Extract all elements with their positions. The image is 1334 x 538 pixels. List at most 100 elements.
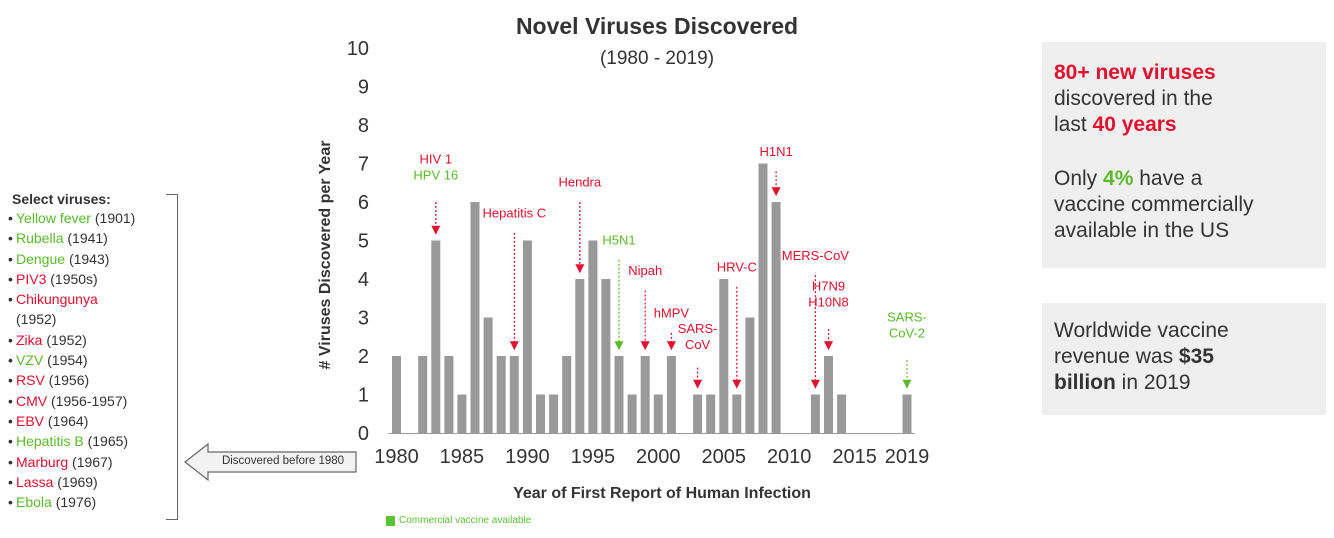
- virus-name: Zika: [16, 331, 43, 348]
- bar: [810, 394, 820, 433]
- bullet-icon: •: [8, 433, 13, 450]
- bullet-icon: •: [8, 392, 13, 409]
- new-viruses-line3-prefix: last: [1054, 113, 1087, 136]
- y-tick-label: 10: [347, 38, 369, 60]
- bar: [693, 394, 703, 433]
- bar: [549, 394, 559, 433]
- virus-name: VZV: [16, 352, 44, 369]
- bar: [496, 356, 506, 433]
- chart-subtitle: (1980 - 2019): [600, 48, 714, 69]
- virus-list-item: • Chikungunya (1952): [8, 289, 188, 330]
- annotation-label: CoV: [685, 337, 711, 352]
- bar: [470, 202, 480, 433]
- new-viruses-text: 80+ new viruses discovered in the last 4…: [1054, 60, 1324, 138]
- annotation-label: HPV 16: [413, 168, 458, 183]
- annotation-label: H1N1: [759, 144, 792, 159]
- annotation-label: SARS-: [887, 309, 927, 324]
- bar: [418, 356, 428, 433]
- virus-name: Yellow fever: [16, 210, 91, 226]
- x-tick-label: 2019: [885, 446, 930, 468]
- virus-year: (1952): [16, 311, 57, 328]
- virus-name: EBV: [16, 412, 45, 429]
- y-tick-label: 1: [358, 385, 369, 407]
- virus-list-item: • PIV3 (1950s): [8, 269, 188, 289]
- bullet-icon: •: [8, 270, 13, 287]
- bullet-icon: •: [8, 473, 13, 490]
- chart-title: Novel Viruses Discovered: [516, 13, 798, 39]
- bullet-icon: •: [8, 372, 13, 389]
- arrow-down-icon: [824, 341, 833, 351]
- annotation-label: HIV 1: [420, 152, 453, 167]
- annotation-label: HRV-C: [717, 259, 757, 274]
- bar: [732, 394, 742, 433]
- virus-name: Chikungunya: [16, 291, 98, 308]
- annotation-label: hMPV: [654, 306, 690, 321]
- annotation-label: H10N8: [808, 295, 848, 310]
- virus-list-item: • Lassa (1969): [8, 472, 188, 492]
- vaccine-revenue-line1: Worldwide vaccine: [1054, 319, 1229, 342]
- annotation-label: Hendra: [558, 175, 601, 190]
- virus-name: Rubella: [16, 230, 64, 247]
- virus-name: Ebola: [16, 494, 52, 511]
- bar: [575, 279, 585, 433]
- virus-name: RSV: [16, 372, 45, 389]
- bar: [601, 279, 611, 433]
- bar: [392, 356, 401, 433]
- x-tick-label: 2000: [636, 446, 681, 468]
- annotation-label: SARS-: [678, 321, 718, 336]
- bullet-icon: •: [8, 230, 13, 247]
- vaccine-revenue-panel: Worldwide vaccine revenue was $35 billio…: [1042, 303, 1326, 415]
- arrow-down-icon: [693, 379, 703, 389]
- bar: [758, 163, 768, 433]
- virus-list-item: • Rubella (1941): [8, 228, 188, 248]
- bar: [640, 356, 650, 433]
- x-tick-label: 1990: [505, 446, 550, 468]
- bar: [457, 394, 467, 433]
- virus-year: (1941): [67, 230, 108, 247]
- vaccine-revenue-amount: $35: [1178, 345, 1214, 368]
- virus-list-item: • RSV (1956): [8, 370, 188, 390]
- vaccine-share-line2: vaccine commercially: [1054, 193, 1254, 216]
- virus-name: Lassa: [16, 473, 54, 490]
- bar: [444, 356, 454, 433]
- left-arrow-icon: [184, 442, 357, 482]
- virus-list-item: • Marburg (1967): [8, 452, 188, 472]
- virus-name: Dengue: [16, 250, 66, 267]
- virus-year: (1967): [72, 453, 113, 470]
- virus-year: (1952): [46, 331, 87, 348]
- y-tick-label: 6: [358, 192, 369, 214]
- bullet-icon: •: [8, 453, 13, 470]
- bullet-icon: •: [8, 250, 13, 267]
- select-viruses-heading: Select viruses:: [12, 191, 111, 207]
- y-tick-label: 7: [358, 154, 369, 176]
- bar: [824, 356, 833, 433]
- new-viruses-line2: discovered in the: [1054, 87, 1213, 110]
- virus-list: • Yellow fever (1901) • Rubella (1941) • Deng…: [8, 208, 188, 512]
- bar: [509, 356, 519, 433]
- virus-name: Marburg: [16, 453, 69, 470]
- vaccine-revenue-text: Worldwide vaccine revenue was $35 billio…: [1054, 318, 1324, 396]
- x-tick-label: 2015: [832, 446, 877, 468]
- arrow-down-icon: [771, 187, 781, 197]
- bullet-icon: •: [8, 210, 13, 226]
- bar: [627, 394, 637, 433]
- virus-list-item: • Zika (1952): [8, 330, 188, 350]
- bar: [614, 356, 624, 433]
- arrow-down-icon: [509, 341, 519, 351]
- bar: [483, 317, 493, 433]
- y-tick-label: 9: [358, 77, 369, 99]
- x-tick-label: 1985: [440, 446, 485, 468]
- select-viruses-list: Select viruses: • Yellow fever (1901) • Rub…: [8, 190, 188, 512]
- virus-list-item: • CMV (1956-1957): [8, 391, 188, 411]
- x-tick-label: 2005: [702, 446, 747, 468]
- y-axis-label: # Viruses Discovered per Year: [317, 141, 334, 370]
- bullet-icon: •: [8, 494, 13, 511]
- arrow-down-icon: [732, 379, 742, 389]
- new-viruses-count: 80+ new viruses: [1054, 61, 1216, 84]
- vaccine-share-suffix: have a: [1139, 167, 1203, 190]
- bullet-icon: •: [8, 352, 13, 369]
- arrow-down-icon: [902, 379, 912, 389]
- y-tick-label: 3: [358, 308, 369, 330]
- virus-year: (1976): [55, 494, 97, 511]
